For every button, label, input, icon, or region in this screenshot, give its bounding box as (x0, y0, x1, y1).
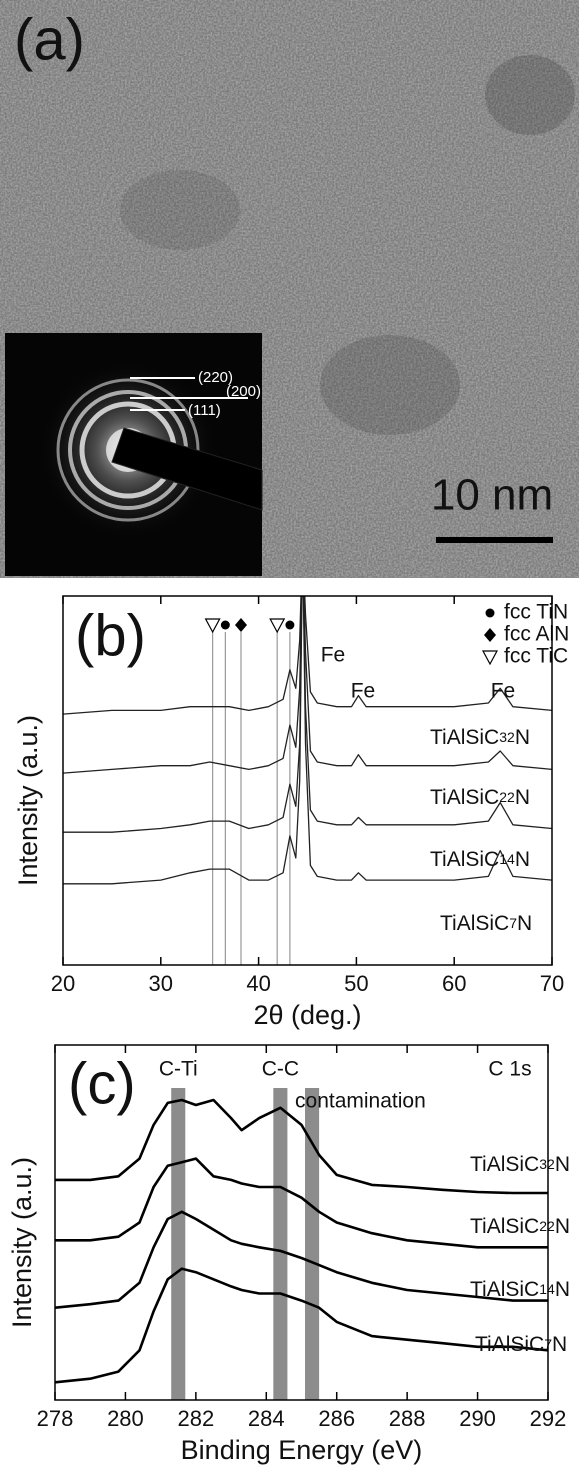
x-tick-label: 280 (107, 1406, 144, 1431)
reference-band (273, 1088, 288, 1400)
plot-frame (54, 1044, 549, 1401)
x-tick-label: 50 (344, 971, 368, 996)
x-tick-label: 60 (442, 971, 466, 996)
diffraction-label: (220) (198, 369, 233, 386)
dark-region (485, 55, 575, 135)
band-label: contamination (295, 1090, 426, 1113)
annotation: Fe (321, 644, 346, 667)
reference-band (171, 1088, 186, 1400)
x-axis-label: Binding Energy (eV) (181, 1435, 423, 1465)
panel-label: (a) (14, 7, 85, 72)
plot-area (55, 1088, 548, 1400)
series-label: TiAlSiC32N (470, 1153, 570, 1176)
series-label: TiAlSiC32N (430, 726, 530, 749)
reference-band (305, 1088, 320, 1400)
diffraction-label: (111) (188, 402, 221, 419)
legend-label: fcc AlN (504, 623, 569, 646)
x-tick-label: 290 (459, 1406, 496, 1431)
series-line (55, 1267, 548, 1384)
reference-marker (220, 620, 230, 630)
legend-marker (484, 628, 496, 642)
panel-label: (b) (75, 603, 146, 668)
series-line (55, 1210, 548, 1309)
series-label: TiAlSiC7N (440, 912, 532, 935)
scale-bar-label: 10 nm (431, 471, 553, 520)
x-tick-label: 282 (177, 1406, 214, 1431)
x-tick-label: 40 (246, 971, 270, 996)
legend-label: fcc TiN (504, 601, 568, 624)
series-line (55, 1157, 548, 1249)
plot-frame (62, 595, 553, 966)
reference-marker (269, 618, 286, 634)
beam-stop (111, 427, 263, 511)
series-line (55, 1098, 548, 1195)
x-tick-label: 286 (318, 1406, 355, 1431)
tem-image: (a) 10 nm (220) (200) (111) (0, 0, 579, 578)
x-tick-label: 284 (248, 1406, 285, 1431)
panel-label: (c) (68, 1051, 136, 1116)
x-tick-label: 30 (149, 971, 173, 996)
y-axis-label: Intensity (a.u.) (13, 715, 43, 886)
reference-marker (234, 618, 247, 632)
reference-marker (204, 618, 221, 634)
diffraction-label: (200) (226, 383, 261, 400)
dark-region (320, 335, 460, 435)
series-label: TiAlSiC14N (430, 848, 530, 871)
y-axis-label: Intensity (a.u.) (7, 1157, 37, 1328)
series-label: TiAlSiC22N (470, 1215, 570, 1238)
legend-label: fcc TiC (504, 645, 568, 668)
x-tick-label: 278 (37, 1406, 74, 1431)
x-tick-label: 70 (540, 971, 564, 996)
series-line (63, 596, 552, 715)
dark-region (120, 170, 240, 250)
x-axis-label: 2θ (deg.) (253, 1000, 361, 1030)
annotation: Fe (491, 680, 516, 703)
series-line (63, 596, 552, 885)
x-tick-label: 288 (389, 1406, 426, 1431)
series-label: TiAlSiC7N (475, 1333, 567, 1356)
reference-marker (285, 620, 295, 630)
series-label: TiAlSiC14N (470, 1278, 570, 1301)
annotation: C 1s (488, 1058, 531, 1081)
band-label: C-C (262, 1058, 299, 1081)
series-label: TiAlSiC22N (430, 786, 530, 809)
plot-area (63, 596, 552, 965)
x-tick-label: 20 (51, 971, 75, 996)
band-label: C-Ti (159, 1058, 198, 1081)
diffraction-inset: (220) (200) (111) (5, 333, 263, 576)
legend-marker (485, 608, 495, 618)
x-tick-label: 292 (530, 1406, 567, 1431)
annotation: Fe (351, 680, 376, 703)
legend-marker (481, 650, 499, 666)
